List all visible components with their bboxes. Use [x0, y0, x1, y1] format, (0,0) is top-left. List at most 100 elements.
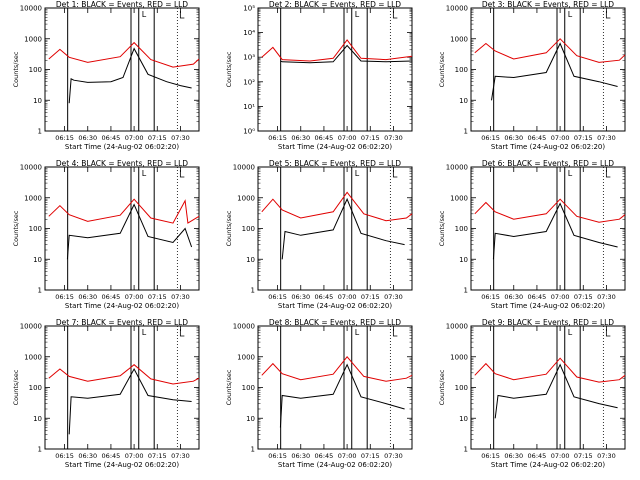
panel-6-xtick-label: 07:30: [597, 293, 616, 301]
panel-9-xlabel: Start Time (24-Aug-02 06:02:20): [491, 461, 605, 469]
panel-2: Det 2: BLACK = Events, RED = LLD 10⁰ 10¹ 10…: [225, 0, 413, 151]
panel-2-ylabel: Counts/sec: [225, 51, 233, 87]
panel-2-ytick-label: 10¹: [243, 103, 255, 111]
panel-6-ytick-label: 1: [464, 287, 468, 295]
panel-7-ylabel: Counts/sec: [12, 369, 20, 405]
panel-9-ytick-label: 1000: [450, 353, 468, 361]
panel-4-ytick-label: 1000: [24, 194, 42, 202]
panel-3-ytick-label: 1000: [450, 35, 468, 43]
panel-5-ylabel: Counts/sec: [225, 210, 233, 246]
panel-2-marker-glyph: L: [355, 10, 360, 19]
panel-5-xtick-label: 06:30: [291, 293, 310, 301]
panel-3-xtick-label: 07:00: [551, 134, 570, 142]
panel-9-xtick-label: 07:00: [551, 452, 570, 460]
panel-2-title: Det 2: BLACK = Events, RED = LLD: [269, 0, 401, 9]
panel-8-series-events: [279, 363, 405, 428]
panel-2-series-lld: [261, 39, 413, 62]
panel-4-ylabel: Counts/sec: [12, 210, 20, 246]
panel-8-ytick-label: 1000: [237, 353, 255, 361]
panel-1-xlabel: Start Time (24-Aug-02 06:02:20): [65, 143, 179, 151]
panel-7-marker-glyph-2: [179, 329, 185, 337]
panel-6: Det 6: BLACK = Events, RED = LLD 1 10 100 10…: [438, 159, 626, 310]
panel-3-ytick-label: 10: [459, 97, 468, 105]
panel-1-marker-glyph-2: [179, 11, 185, 19]
panel-5-ytick-label: 1000: [237, 194, 255, 202]
panel-7-xlabel: Start Time (24-Aug-02 06:02:20): [65, 461, 179, 469]
panel-6-ytick-label: 10000: [446, 164, 468, 172]
panel-2-axes-frame: [257, 7, 413, 132]
panel-5-ytick-label: 10000: [233, 164, 255, 172]
panel-6-ytick-label: 100: [455, 225, 468, 233]
panel-3-series-lld: [474, 38, 626, 63]
panel-1-marker-glyph: L: [142, 10, 147, 19]
panel-9: Det 9: BLACK = Events, RED = LLD 1 10 100 10…: [438, 318, 626, 469]
panel-4-xtick-label: 06:15: [55, 293, 74, 301]
panel-5-xtick-label: 07:00: [338, 293, 357, 301]
panel-7-series-lld: [48, 364, 200, 385]
panel-3-xtick-label: 06:45: [528, 134, 547, 142]
panel-4-xtick-label: 07:30: [171, 293, 190, 301]
panel-1-ytick-label: 10: [33, 97, 42, 105]
panel-4-xtick-label: 07:15: [148, 293, 167, 301]
panel-3-ytick-label: 1: [464, 128, 468, 136]
panel-7-title: Det 7: BLACK = Events, RED = LLD: [56, 318, 188, 327]
panel-5-xtick-label: 06:45: [315, 293, 334, 301]
panel-3-xtick-label: 06:15: [481, 134, 500, 142]
panel-5-xtick-label: 06:15: [268, 293, 287, 301]
panel-4-marker-glyph: L: [142, 169, 147, 178]
panel-1: Det 1: BLACK = Events, RED = LLD 1 10 100 10…: [12, 0, 200, 151]
panel-5-ytick-label: 10: [246, 256, 255, 264]
panel-7-series-events: [68, 367, 192, 435]
panel-9-marker-glyph-2: [605, 329, 611, 337]
panel-5-ytick-label: 100: [242, 225, 255, 233]
panel-7-xtick-label: 06:45: [102, 452, 121, 460]
panel-7-ytick-label: 100: [29, 384, 42, 392]
panel-7-xtick-label: 06:15: [55, 452, 74, 460]
panel-6-xtick-label: 06:30: [504, 293, 523, 301]
panel-6-marker-glyph-2: [605, 170, 611, 178]
panel-1-xtick-label: 07:30: [171, 134, 190, 142]
panel-8-marker-glyph: L: [355, 328, 360, 337]
panel-8: Det 8: BLACK = Events, RED = LLD 1 10 100 10…: [225, 318, 413, 469]
panel-8-ytick-label: 10: [246, 415, 255, 423]
panel-8-xtick-label: 06:30: [291, 452, 310, 460]
panel-9-series-events: [494, 363, 618, 419]
panel-3-xtick-label: 06:30: [504, 134, 523, 142]
panel-6-xtick-label: 06:15: [481, 293, 500, 301]
panel-3-marker-glyph-2: [605, 11, 611, 19]
panel-8-xlabel: Start Time (24-Aug-02 06:02:20): [278, 461, 392, 469]
panel-3-series-events: [491, 42, 618, 101]
panel-1-xtick-label: 06:15: [55, 134, 74, 142]
panel-3-title: Det 3: BLACK = Events, RED = LLD: [482, 0, 614, 9]
panel-4-ytick-label: 1: [38, 287, 42, 295]
panel-9-ytick-label: 100: [455, 384, 468, 392]
panel-5: Det 5: BLACK = Events, RED = LLD 1 10 100 10…: [225, 159, 413, 310]
panel-4-ytick-label: 100: [29, 225, 42, 233]
panel-3-xlabel: Start Time (24-Aug-02 06:02:20): [491, 143, 605, 151]
panel-2-xtick-label: 06:45: [315, 134, 334, 142]
panel-8-ylabel: Counts/sec: [225, 369, 233, 405]
panel-8-xtick-label: 06:15: [268, 452, 287, 460]
panel-2-ytick-label: 10⁰: [243, 128, 255, 136]
panel-4-series-events: [66, 203, 193, 260]
panel-5-marker-glyph-2: [392, 170, 398, 178]
panel-3: Det 3: BLACK = Events, RED = LLD 1 10 100 10…: [438, 0, 626, 151]
panel-7-xtick-label: 07:30: [171, 452, 190, 460]
panel-4-xtick-label: 06:45: [102, 293, 121, 301]
panel-3-xtick-label: 07:30: [597, 134, 616, 142]
panel-1-xtick-label: 06:45: [102, 134, 121, 142]
panel-4-marker-glyph-2: [179, 170, 185, 178]
panel-6-series-lld: [474, 198, 626, 223]
panel-1-ytick-label: 100: [29, 66, 42, 74]
panel-2-series-events: [280, 44, 413, 64]
panel-9-marker-glyph: L: [568, 328, 573, 337]
panel-9-xtick-label: 06:45: [528, 452, 547, 460]
panel-2-xtick-label: 06:15: [268, 134, 287, 142]
panel-4: Det 4: BLACK = Events, RED = LLD 1 10 100 10…: [12, 159, 200, 310]
panel-2-ytick-label: 10⁴: [243, 29, 255, 37]
panel-2-xlabel: Start Time (24-Aug-02 06:02:20): [278, 143, 392, 151]
panel-8-ytick-label: 100: [242, 384, 255, 392]
panel-9-xtick-label: 07:15: [574, 452, 593, 460]
panel-6-ytick-label: 1000: [450, 194, 468, 202]
